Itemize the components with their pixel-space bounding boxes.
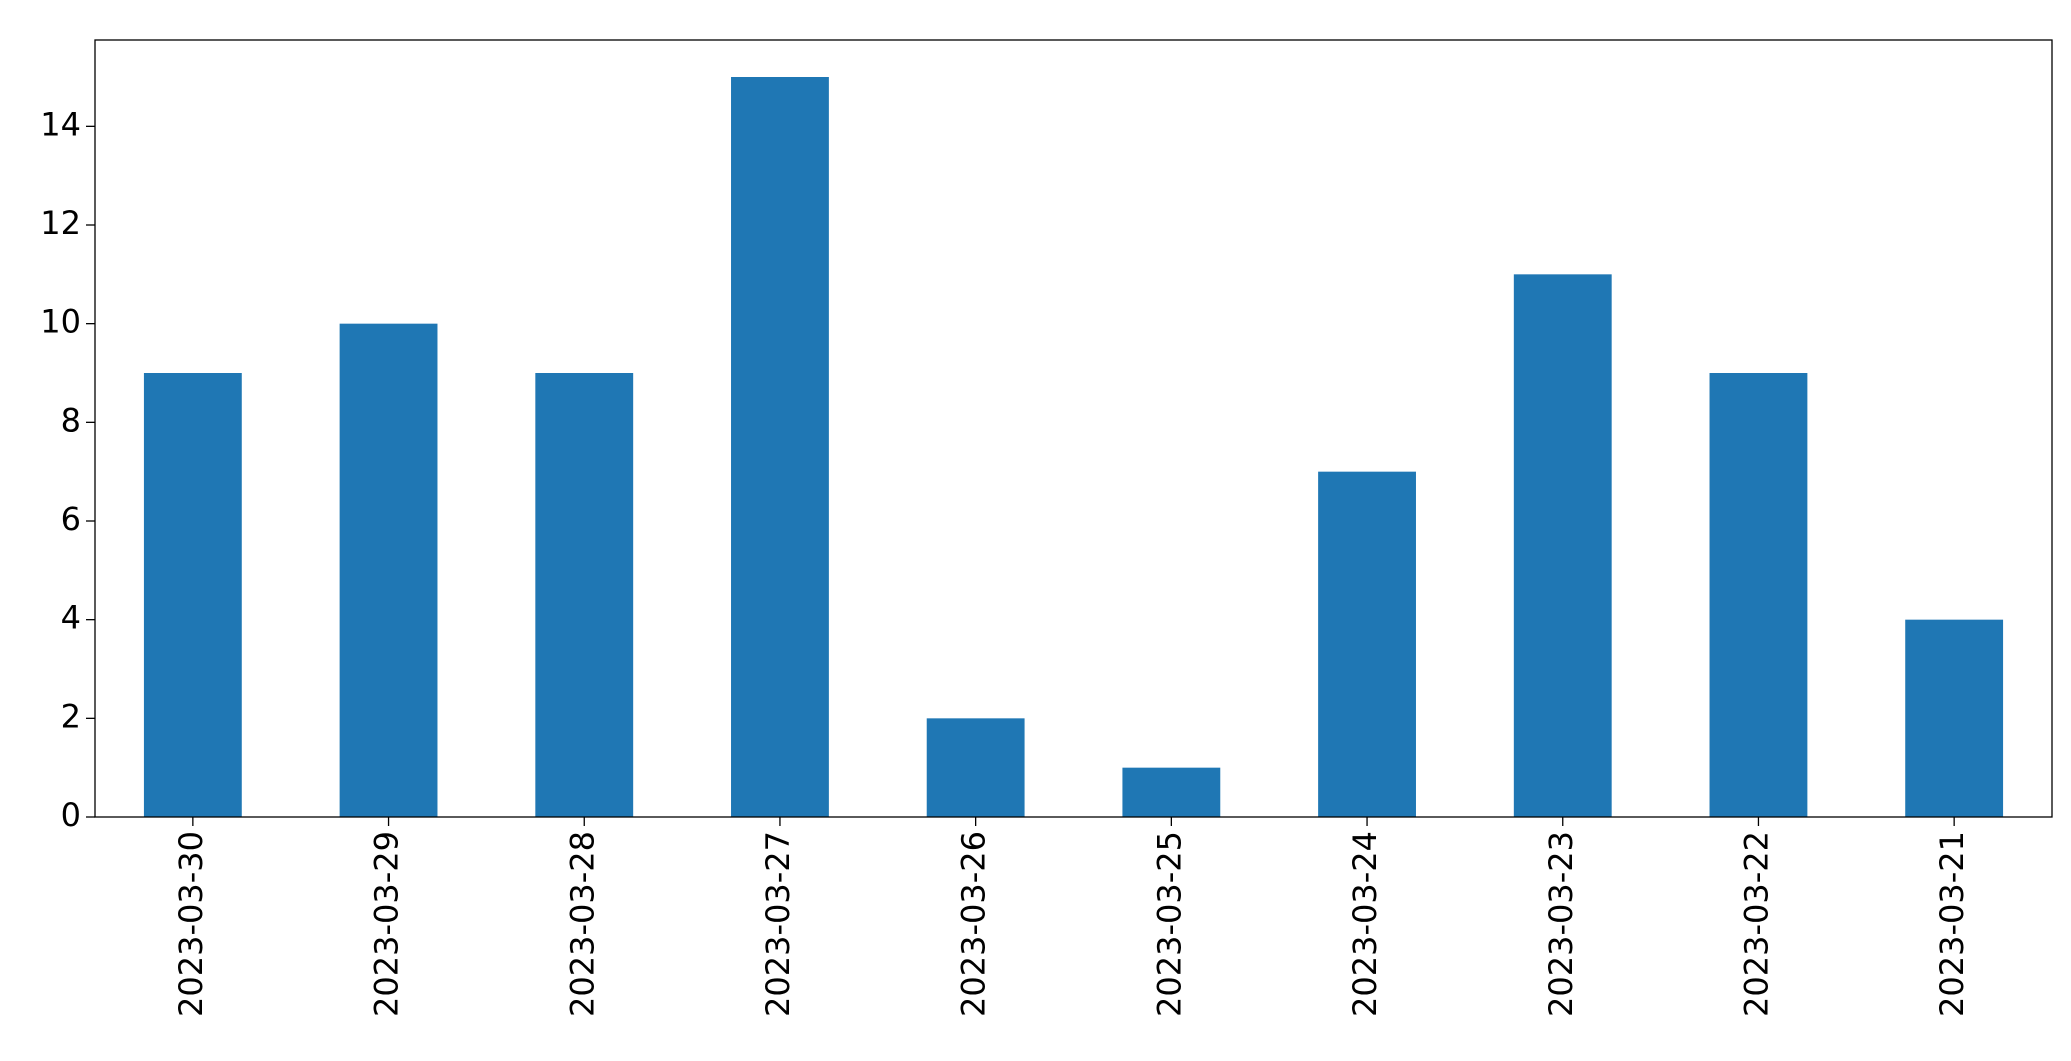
x-tick-label: 2023-03-24	[1346, 831, 1384, 1017]
x-tick-label: 2023-03-27	[759, 831, 797, 1017]
bar	[535, 373, 634, 817]
x-tick-label: 2023-03-25	[1150, 831, 1188, 1017]
y-tick-label: 14	[40, 105, 81, 143]
y-tick-label: 0	[61, 796, 81, 834]
x-tick-label: 2023-03-23	[1542, 831, 1580, 1017]
bar	[926, 718, 1025, 817]
bar	[339, 323, 438, 817]
bar	[1513, 274, 1612, 817]
x-tick-label: 2023-03-21	[1933, 831, 1971, 1017]
plot-frame	[94, 39, 2053, 818]
bar	[1122, 767, 1221, 817]
y-tick-label: 12	[40, 204, 81, 242]
bar	[731, 77, 829, 817]
x-tick-label: 2023-03-30	[172, 831, 210, 1017]
y-tick-label: 10	[40, 303, 81, 341]
bar	[1709, 373, 1808, 817]
x-tick-label: 2023-03-26	[955, 831, 993, 1017]
x-tick-label: 2023-03-22	[1737, 831, 1775, 1017]
y-tick-label: 6	[61, 500, 81, 538]
x-tick-label: 2023-03-29	[368, 831, 406, 1017]
x-tick-label: 2023-03-28	[563, 831, 601, 1017]
y-tick-label: 2	[61, 697, 81, 735]
bar	[1905, 619, 2004, 817]
y-tick-label: 8	[61, 401, 81, 439]
y-tick-label: 4	[61, 599, 81, 637]
bar	[1318, 471, 1416, 817]
bar	[143, 373, 242, 817]
